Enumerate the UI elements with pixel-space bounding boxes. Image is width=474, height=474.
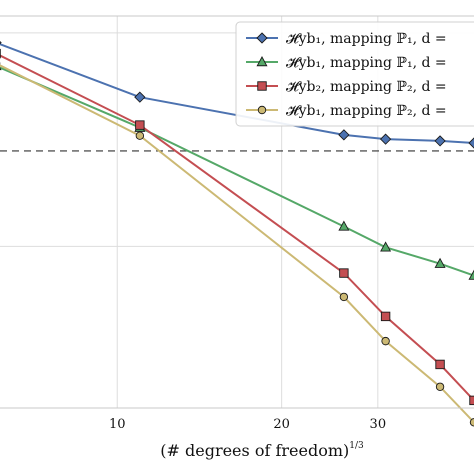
x-axis-label: (# degrees of freedom)1/3 bbox=[160, 441, 364, 460]
legend-label-2: 𝓗yb₁, mapping ℙ₁, d = bbox=[286, 55, 447, 71]
x-axis-label-exponent: 1/3 bbox=[349, 441, 364, 451]
series-4-point bbox=[381, 336, 390, 346]
series-lines bbox=[0, 43, 474, 423]
series-line-3 bbox=[0, 54, 474, 402]
x-tick-label: 10 bbox=[109, 417, 126, 432]
series-3-point bbox=[469, 395, 474, 406]
series-line-4 bbox=[0, 64, 474, 423]
legend-marker-2 bbox=[256, 56, 268, 67]
series-markers bbox=[0, 40, 474, 427]
legend-label-1: 𝓗yb₁, mapping ℙ₁, d = bbox=[286, 31, 447, 47]
series-1-point bbox=[134, 91, 146, 103]
series-2-point bbox=[338, 220, 350, 231]
x-tick-label: 30 bbox=[370, 417, 387, 432]
series-line-1 bbox=[0, 43, 474, 144]
series-1-point bbox=[0, 40, 2, 45]
series-3-point bbox=[339, 268, 349, 278]
series-3-point bbox=[435, 359, 445, 370]
x-tick-label: 20 bbox=[273, 417, 290, 432]
legend-marker-4 bbox=[257, 105, 267, 115]
series-1-point bbox=[379, 133, 392, 145]
legend-marker-1 bbox=[256, 32, 268, 44]
series-2-point bbox=[468, 269, 474, 280]
legend-label-4: 𝓗yb₁, mapping ℙ₂, d = bbox=[286, 103, 447, 119]
series-line-2 bbox=[0, 66, 474, 277]
series-4-point bbox=[435, 382, 445, 391]
series-2-point bbox=[380, 241, 392, 252]
legend-box bbox=[235, 21, 474, 127]
series-1-point bbox=[468, 137, 474, 149]
series-1-point bbox=[338, 129, 350, 141]
legend: 𝓗yb₁, mapping ℙ₁, d = 𝓗yb₁, mapping ℙ₁, d… bbox=[235, 21, 474, 127]
series-2-point bbox=[0, 67, 2, 71]
series-3-point bbox=[380, 311, 391, 322]
series-1-point bbox=[434, 135, 446, 147]
legend-label-3: 𝓗yb₂, mapping ℙ₂, d = bbox=[286, 79, 447, 95]
legend-marker-3 bbox=[257, 81, 267, 91]
series-3-point bbox=[135, 120, 145, 130]
series-4-point bbox=[135, 131, 145, 140]
series-2-point bbox=[434, 257, 446, 268]
series-4-point bbox=[339, 292, 349, 302]
series-4-point bbox=[469, 418, 474, 427]
x-tick-labels: 10 20 30 bbox=[109, 417, 386, 432]
